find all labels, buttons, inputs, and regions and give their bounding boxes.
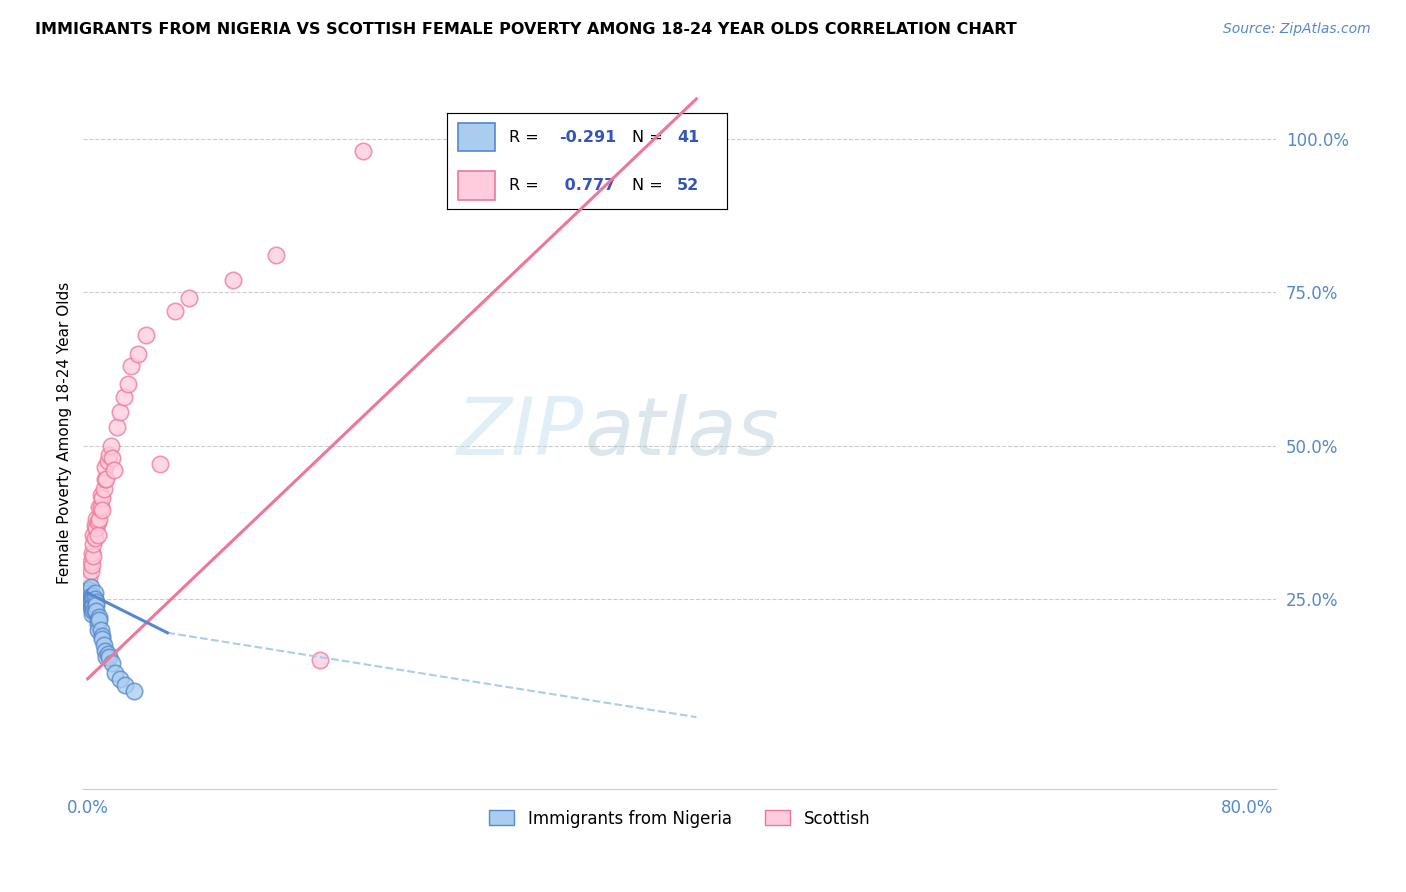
Point <box>135 328 157 343</box>
Point <box>613 132 636 146</box>
Point <box>86 521 108 535</box>
Point <box>97 454 120 468</box>
Point <box>101 450 124 465</box>
Point <box>91 503 114 517</box>
Point <box>114 678 136 692</box>
Point <box>79 580 101 594</box>
Point <box>96 650 118 665</box>
Point <box>98 448 121 462</box>
Point <box>657 132 679 146</box>
Point <box>79 601 101 615</box>
Point <box>79 555 101 569</box>
Point <box>80 598 103 612</box>
Point <box>627 132 650 146</box>
Point <box>120 359 142 373</box>
Point <box>94 644 117 658</box>
Point <box>101 657 124 671</box>
Point <box>108 672 131 686</box>
Point <box>117 377 139 392</box>
Point <box>87 616 110 631</box>
Point <box>89 512 111 526</box>
Point <box>105 420 128 434</box>
Point <box>93 482 115 496</box>
Point <box>89 614 111 628</box>
Point <box>89 610 111 624</box>
Point <box>77 592 100 607</box>
Point <box>82 537 104 551</box>
Text: ZIP: ZIP <box>457 394 585 473</box>
Point <box>80 589 103 603</box>
Point <box>112 390 135 404</box>
Legend: Immigrants from Nigeria, Scottish: Immigrants from Nigeria, Scottish <box>482 803 877 834</box>
Point <box>127 346 149 360</box>
Point <box>482 132 505 146</box>
Point <box>352 144 374 158</box>
Point <box>80 592 103 607</box>
Point <box>79 595 101 609</box>
Point <box>264 248 287 262</box>
Point <box>79 589 101 603</box>
Point <box>90 500 112 514</box>
Point <box>87 527 110 541</box>
Text: Source: ZipAtlas.com: Source: ZipAtlas.com <box>1223 22 1371 37</box>
Point <box>87 623 110 637</box>
Point <box>82 592 104 607</box>
Point <box>308 653 330 667</box>
Point <box>90 623 112 637</box>
Point <box>80 607 103 622</box>
Point <box>540 132 562 146</box>
Point <box>86 604 108 618</box>
Point <box>86 595 108 609</box>
Point <box>91 632 114 646</box>
Point <box>97 647 120 661</box>
Point <box>83 531 105 545</box>
Point <box>77 582 100 597</box>
Point <box>79 565 101 579</box>
Point <box>104 665 127 680</box>
Point <box>86 512 108 526</box>
Point <box>91 629 114 643</box>
Point <box>221 273 243 287</box>
Point <box>83 592 105 607</box>
Point <box>94 472 117 486</box>
Point <box>76 595 98 609</box>
Point <box>77 586 100 600</box>
Point <box>82 604 104 618</box>
Point <box>122 684 145 698</box>
Point <box>87 614 110 628</box>
Point <box>77 582 100 597</box>
Point <box>98 650 121 665</box>
Point <box>82 549 104 563</box>
Y-axis label: Female Poverty Among 18-24 Year Olds: Female Poverty Among 18-24 Year Olds <box>58 282 72 584</box>
Point <box>96 472 118 486</box>
Point <box>77 570 100 584</box>
Point <box>641 132 664 146</box>
Point <box>94 460 117 475</box>
Point <box>103 463 125 477</box>
Point <box>83 586 105 600</box>
Point <box>86 598 108 612</box>
Point <box>80 601 103 615</box>
Point <box>82 589 104 603</box>
Point <box>583 132 606 146</box>
Point <box>91 491 114 505</box>
Point <box>149 457 172 471</box>
Point <box>163 303 186 318</box>
Point <box>598 132 620 146</box>
Text: atlas: atlas <box>585 394 779 473</box>
Point <box>89 500 111 514</box>
Text: IMMIGRANTS FROM NIGERIA VS SCOTTISH FEMALE POVERTY AMONG 18-24 YEAR OLDS CORRELA: IMMIGRANTS FROM NIGERIA VS SCOTTISH FEMA… <box>35 22 1017 37</box>
Point <box>80 558 103 573</box>
Point <box>93 638 115 652</box>
Point <box>83 518 105 533</box>
Point <box>177 291 200 305</box>
Point <box>82 527 104 541</box>
Point <box>82 598 104 612</box>
Point <box>90 488 112 502</box>
Point <box>83 604 105 618</box>
Point <box>80 546 103 560</box>
Point <box>87 516 110 530</box>
Point <box>100 439 122 453</box>
Point <box>108 405 131 419</box>
